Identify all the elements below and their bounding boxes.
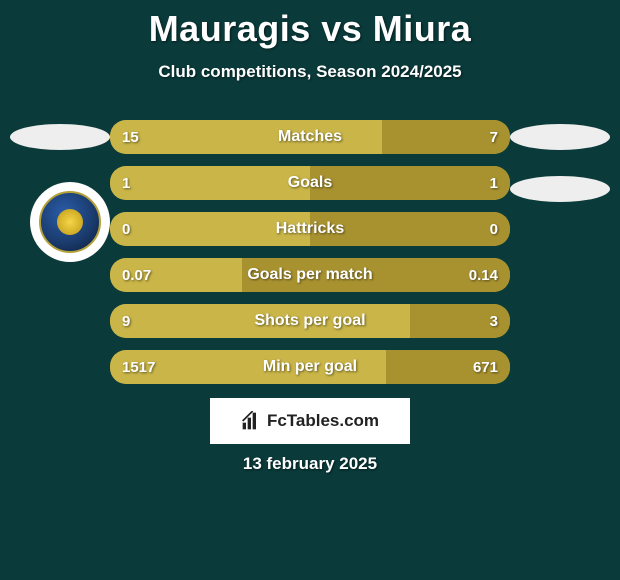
stat-label: Shots per goal bbox=[110, 304, 510, 338]
stat-row: 93Shots per goal bbox=[110, 304, 510, 338]
player-right-photo-placeholder-1 bbox=[510, 124, 610, 150]
stat-label: Min per goal bbox=[110, 350, 510, 384]
player-left-photo-placeholder bbox=[10, 124, 110, 150]
stat-label: Matches bbox=[110, 120, 510, 154]
stat-row: 0.070.14Goals per match bbox=[110, 258, 510, 292]
branding-box: FcTables.com bbox=[210, 398, 410, 444]
stat-row: 157Matches bbox=[110, 120, 510, 154]
stat-row: 1517671Min per goal bbox=[110, 350, 510, 384]
team-logo-left bbox=[30, 182, 110, 262]
player-right-photo-placeholder-2 bbox=[510, 176, 610, 202]
stat-row: 11Goals bbox=[110, 166, 510, 200]
stat-label: Hattricks bbox=[110, 212, 510, 246]
comparison-subtitle: Club competitions, Season 2024/2025 bbox=[0, 62, 620, 82]
stat-label: Goals per match bbox=[110, 258, 510, 292]
branding-text: FcTables.com bbox=[267, 411, 379, 431]
snapshot-date: 13 february 2025 bbox=[0, 454, 620, 474]
mariners-badge-icon bbox=[39, 191, 101, 253]
stat-row: 00Hattricks bbox=[110, 212, 510, 246]
stats-container: 157Matches 11Goals 00Hattricks 0.070.14Goal… bbox=[110, 120, 510, 396]
chart-icon bbox=[241, 411, 261, 431]
stat-label: Goals bbox=[110, 166, 510, 200]
comparison-title: Mauragis vs Miura bbox=[0, 0, 620, 50]
